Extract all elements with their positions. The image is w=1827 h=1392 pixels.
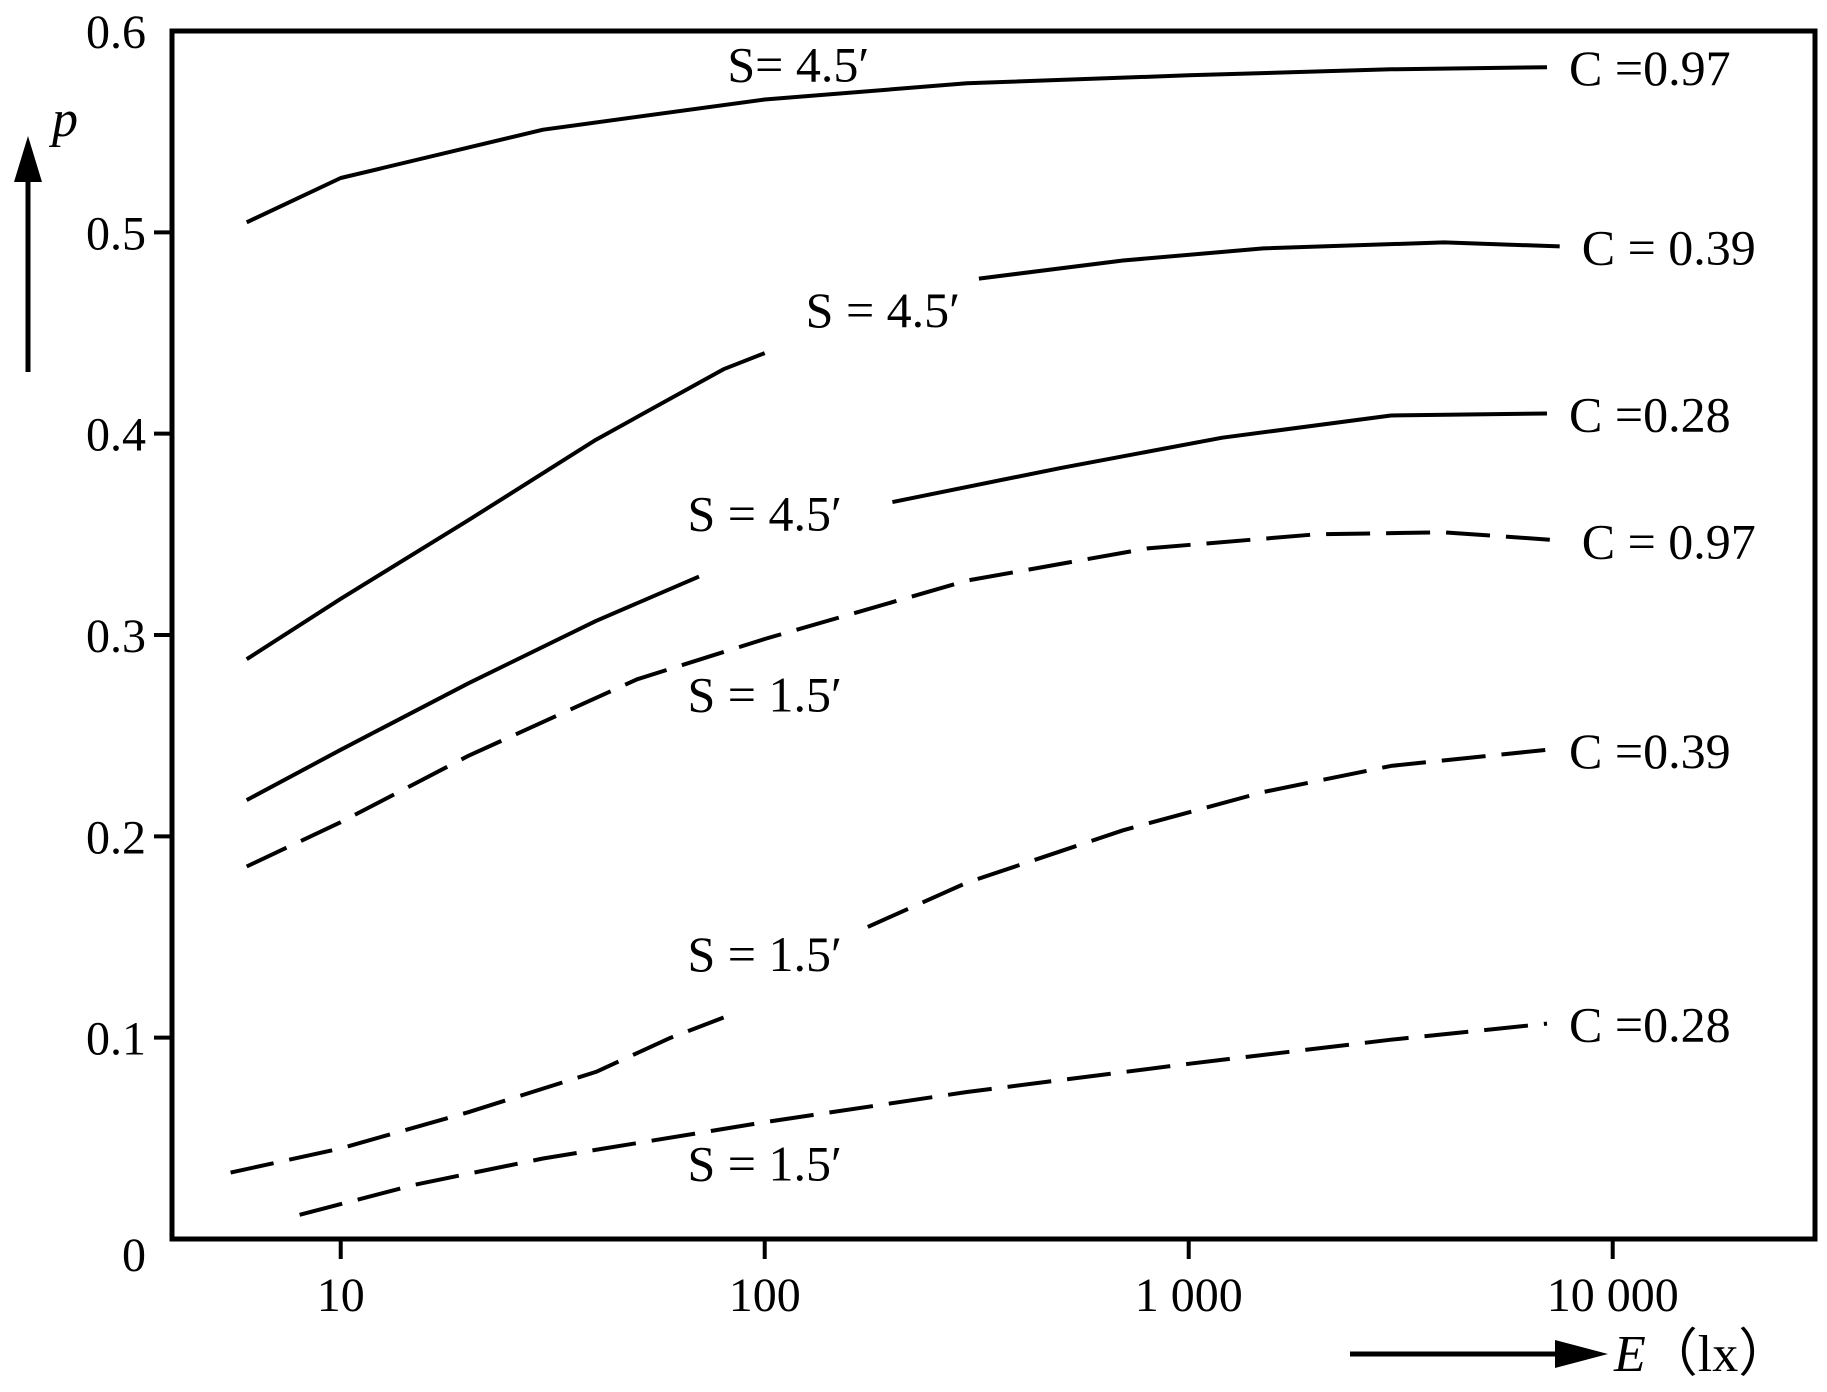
series-line-dashed <box>230 1015 725 1175</box>
series-line-dashed <box>299 1021 1548 1217</box>
series-c-label: C =0.39 <box>1569 723 1731 779</box>
y-axis-symbol: p <box>48 91 78 148</box>
y-tick-label: 0.6 <box>86 6 146 59</box>
y-tick-label: 0.4 <box>86 409 146 462</box>
x-axis-symbol: E <box>1613 1326 1646 1383</box>
x-axis-title: E（lx） <box>1613 1326 1790 1383</box>
curves <box>230 65 1560 1217</box>
x-tick-label: 1 000 <box>1135 1269 1243 1322</box>
series-s-label: S = 4.5′ <box>806 282 960 338</box>
series-s-label: S = 1.5′ <box>687 667 841 723</box>
y-tick-label: 0.1 <box>86 1013 146 1066</box>
x-axis-unit: （lx） <box>1646 1326 1790 1383</box>
series-line-solid <box>245 351 766 661</box>
series-c-label: C = 0.39 <box>1582 219 1756 275</box>
series-c-label: C =0.97 <box>1569 40 1731 96</box>
y-axis-label: p <box>14 91 78 372</box>
series-c-label: C =0.28 <box>1569 387 1731 443</box>
y-tick-label: 0 <box>122 1229 146 1282</box>
plot-frame <box>169 28 1818 1242</box>
series-line-solid <box>892 411 1548 505</box>
y-tick-label: 0.3 <box>86 610 146 663</box>
series-line-dashed <box>245 530 1560 869</box>
curve-labels: C =0.97 S= 4.5′ C = 0.39 S = 4.5′ C =0.28 S =… <box>687 36 1755 1191</box>
series-line-dashed <box>866 747 1548 929</box>
series-s-label: S = 1.5′ <box>687 926 841 982</box>
axis-ticks: 10 100 1 000 10 000 0 0.1 0.2 0.3 0.4 0.5 0.6 <box>86 6 1679 1322</box>
x-tick-label: 10 <box>317 1269 365 1322</box>
series-c-label: C =0.28 <box>1569 997 1731 1053</box>
series-s-label: S= 4.5′ <box>727 36 869 92</box>
x-tick-label: 10 000 <box>1547 1269 1679 1322</box>
series-s-label: S = 4.5′ <box>687 485 841 541</box>
series-line-solid <box>245 574 700 802</box>
series-line-solid <box>978 240 1560 281</box>
y-tick-label: 0.2 <box>86 811 146 864</box>
x-axis-label: E（lx） <box>1350 1326 1790 1383</box>
series-c-label: C = 0.97 <box>1582 513 1756 569</box>
series-s-label: S = 1.5′ <box>687 1136 841 1192</box>
series-line-solid <box>245 65 1548 225</box>
x-axis-arrowhead-icon <box>1555 1340 1608 1368</box>
y-axis-arrowhead-icon <box>14 136 42 182</box>
x-tick-label: 100 <box>729 1269 801 1322</box>
y-tick-label: 0.5 <box>86 207 146 260</box>
